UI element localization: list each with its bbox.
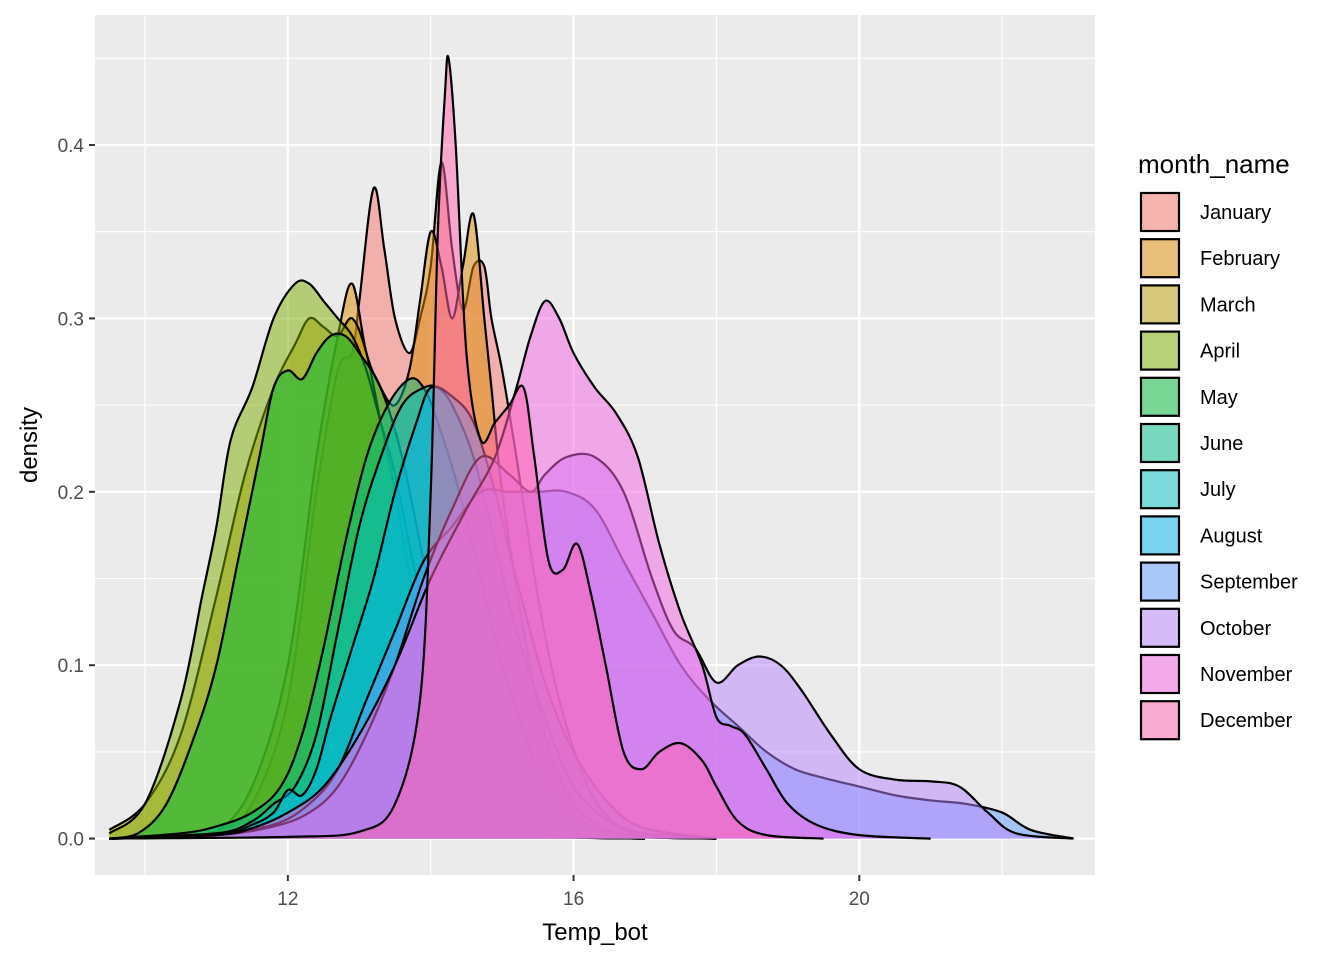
legend-swatch — [1139, 330, 1181, 371]
legend-item-october: October — [1139, 607, 1271, 648]
density-area-december — [109, 55, 824, 839]
legend-label: June — [1200, 433, 1243, 455]
legend-item-november: November — [1139, 653, 1293, 695]
legend-items: January February March April May June July Augu… — [1139, 191, 1298, 741]
y-tick-label: 0.3 — [58, 309, 84, 330]
legend-swatch — [1139, 561, 1181, 602]
legend-label: January — [1200, 202, 1271, 224]
legend-label: September — [1200, 572, 1298, 594]
legend-swatch — [1139, 469, 1181, 510]
x-axis-title: Temp_bot — [542, 919, 648, 946]
legend-swatch — [1139, 376, 1181, 417]
legend-item-december: December — [1139, 700, 1293, 741]
legend-label: May — [1200, 387, 1238, 409]
legend-swatch — [1139, 653, 1181, 695]
legend-swatch — [1139, 238, 1181, 279]
legend-label: February — [1200, 248, 1280, 270]
y-axis-title: density — [16, 407, 43, 483]
axes: 12 16 20 0.0 0.1 0.2 0.3 0.4 — [58, 136, 870, 910]
density-line-november — [109, 299, 931, 840]
legend-item-march: March — [1139, 284, 1256, 325]
legend-item-january: January — [1139, 191, 1271, 233]
legend-label: December — [1200, 710, 1293, 732]
legend-item-september: September — [1139, 561, 1298, 602]
density-line-december — [109, 54, 824, 840]
legend-item-february: February — [1139, 238, 1280, 279]
legend-swatch — [1139, 515, 1181, 556]
legend-item-june: June — [1139, 422, 1243, 464]
legend-label: August — [1200, 525, 1263, 547]
legend-item-april: April — [1139, 330, 1240, 371]
density-areas — [108, 54, 1074, 840]
legend-item-july: July — [1139, 469, 1236, 510]
x-tick-label: 12 — [277, 889, 298, 910]
x-tick-label: 16 — [563, 889, 584, 910]
legend-item-august: August — [1139, 515, 1263, 556]
x-tick-label: 20 — [849, 889, 870, 910]
legend-swatch — [1139, 607, 1181, 648]
legend: month_name JanuaryFebruaryMarchAprilMayJ… — [1138, 149, 1298, 741]
legend-label: October — [1200, 618, 1271, 640]
legend-swatch — [1139, 700, 1181, 741]
legend-item-may: May — [1139, 376, 1238, 417]
y-tick-label: 0.4 — [58, 136, 85, 157]
y-tick-label: 0.0 — [58, 830, 84, 851]
legend-title: month_name — [1138, 149, 1290, 179]
legend-swatch — [1139, 284, 1181, 325]
legend-label: July — [1200, 479, 1236, 501]
legend-swatch — [1139, 191, 1181, 233]
legend-label: April — [1200, 341, 1240, 363]
y-tick-label: 0.1 — [58, 656, 84, 677]
legend-label: November — [1200, 664, 1293, 686]
y-tick-label: 0.2 — [58, 483, 84, 504]
legend-label: March — [1200, 294, 1256, 316]
legend-swatch — [1139, 422, 1181, 464]
